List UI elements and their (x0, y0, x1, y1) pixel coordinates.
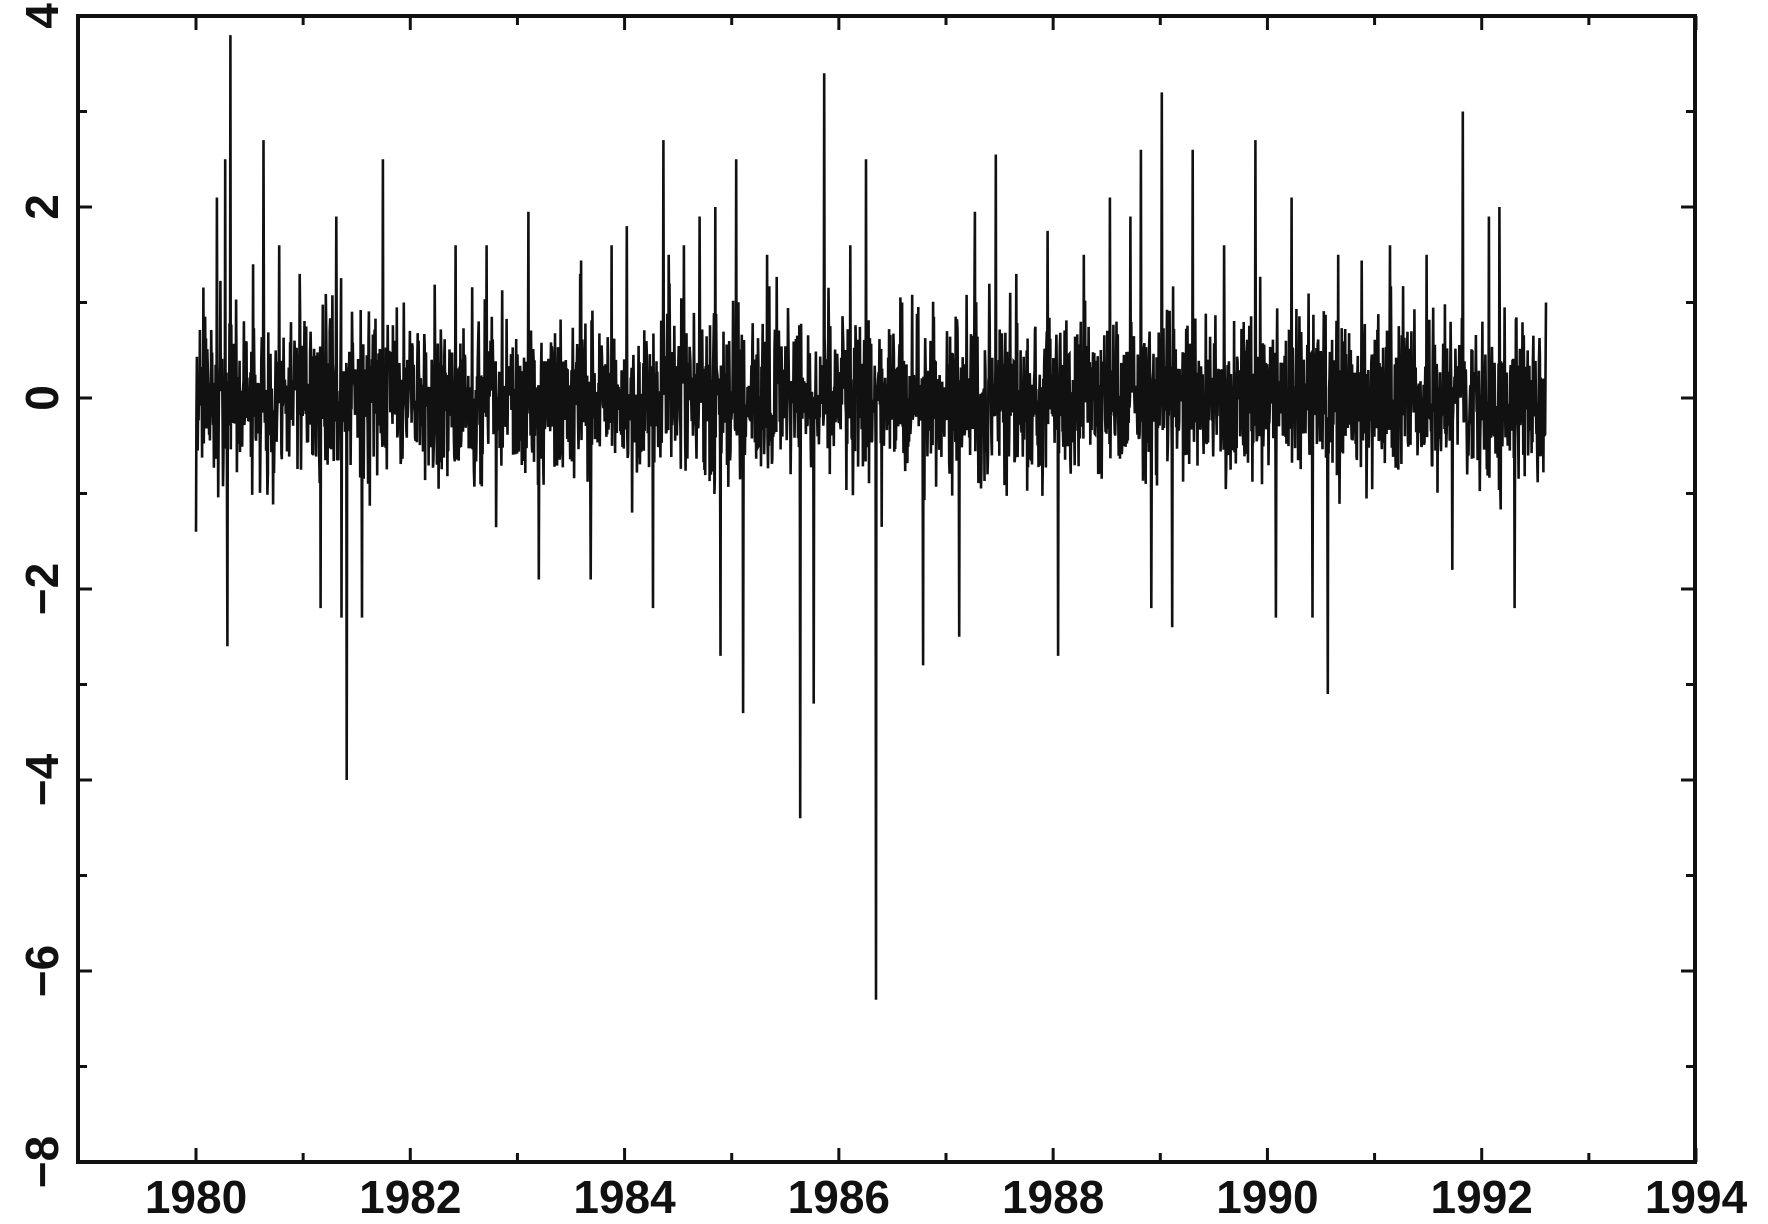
x-tick-label: 1992 (1431, 1171, 1533, 1223)
y-tick-label: −8 (16, 1136, 68, 1188)
y-tick-label: −6 (16, 945, 68, 997)
x-tick-label: 1984 (573, 1171, 676, 1223)
y-tick-label: −2 (16, 563, 68, 615)
y-tick-label: 0 (16, 385, 68, 411)
x-tick-label: 1988 (1002, 1171, 1104, 1223)
series-trace (194, 35, 1548, 1000)
x-tick-label: 1986 (788, 1171, 890, 1223)
x-tick-label: 1994 (1645, 1171, 1748, 1223)
y-axis: −8 −6 −4 −2 0 2 4 (16, 3, 1695, 1188)
y-tick-label: 4 (16, 3, 68, 29)
y-tick-label: 2 (16, 194, 68, 220)
x-tick-label: 1980 (145, 1171, 247, 1223)
x-axis: 1980 1982 1984 1986 1988 1990 1992 1994 (145, 16, 1748, 1223)
x-tick-label: 1990 (1216, 1171, 1318, 1223)
series-line (194, 35, 1548, 1000)
y-tick-label: −4 (16, 753, 68, 806)
x-tick-label: 1982 (359, 1171, 461, 1223)
